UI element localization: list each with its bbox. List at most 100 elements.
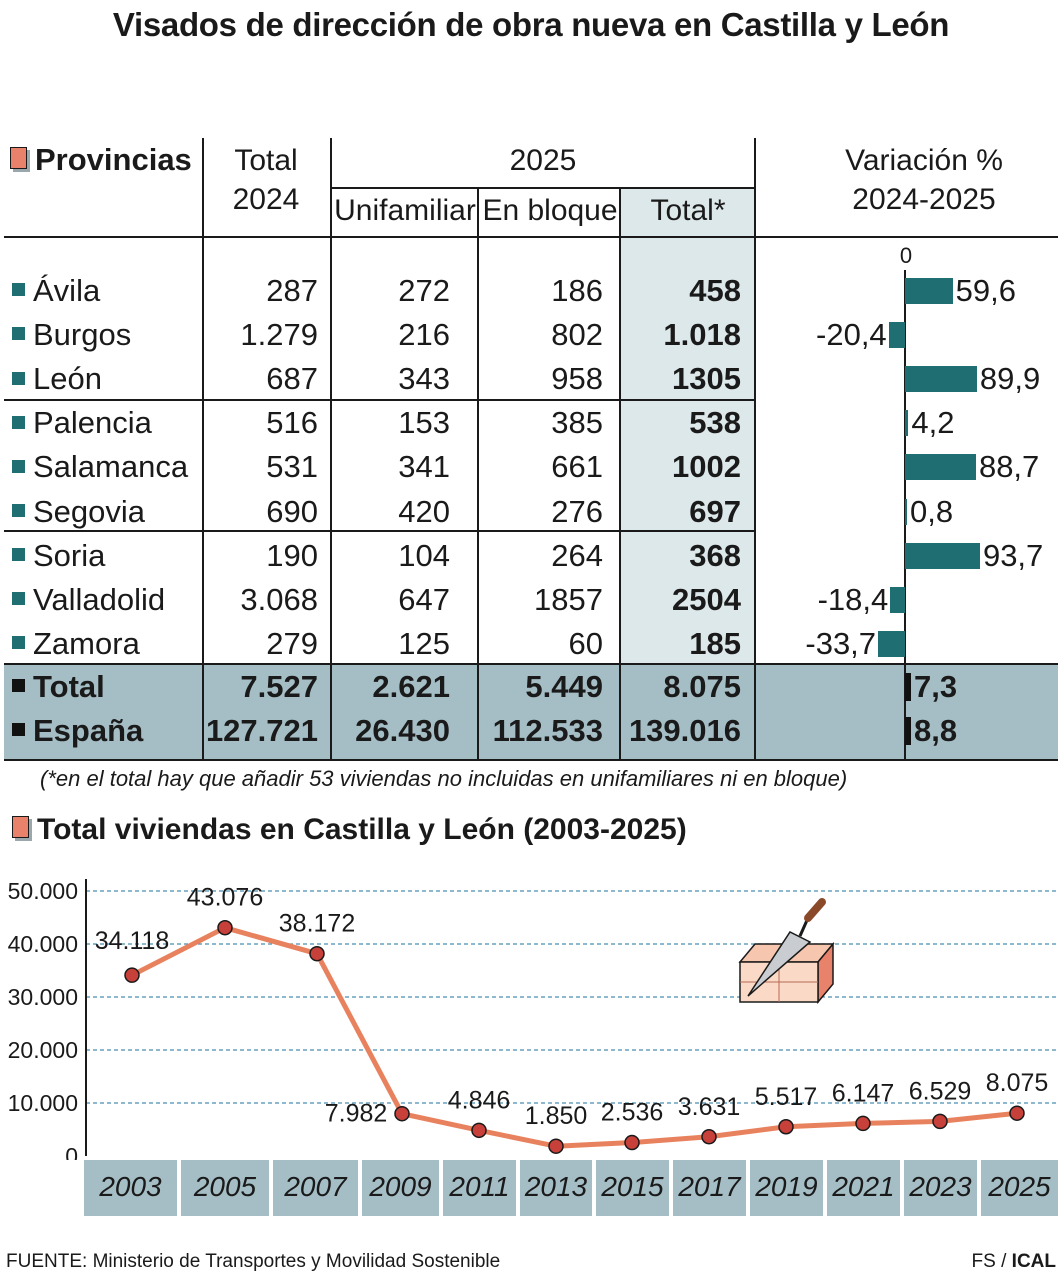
en-bloque-cell: 60 (568, 625, 603, 661)
province-label: Total (33, 669, 105, 704)
total-2024-cell: 516 (266, 405, 318, 441)
row-marker-icon (12, 459, 25, 473)
total-2025-cell: 139.016 (628, 713, 741, 748)
unifamiliar-cell: 343 (398, 361, 450, 397)
trowel-brick-icon (738, 898, 835, 1005)
variation-bar (905, 366, 977, 393)
data-point (471, 1122, 487, 1139)
province-name: Soria (12, 534, 105, 578)
en-bloque-cell: 1857 (534, 581, 603, 617)
total-2024-cell: 1.279 (240, 317, 318, 353)
en-bloque-cell: 802 (551, 317, 603, 353)
provinces-header: Provincias (10, 142, 192, 178)
data-point (309, 945, 325, 962)
province-label: Zamora (33, 625, 140, 661)
data-point (548, 1138, 564, 1154)
variation-label: 7,3 (914, 669, 958, 704)
unifamiliar-cell: 216 (398, 317, 450, 353)
x-tick-label: 2005 (181, 1160, 269, 1216)
x-tick-label: 2007 (273, 1160, 358, 1216)
x-tick-label: 2003 (84, 1160, 177, 1216)
row-marker-icon (12, 283, 25, 297)
data-point (624, 1134, 640, 1151)
data-label: 2.536 (601, 1099, 664, 1127)
x-tick-label: 2011 (443, 1160, 516, 1216)
province-label: Palencia (33, 405, 152, 441)
row-marker-icon (12, 415, 25, 429)
data-label: 1.850 (525, 1102, 588, 1130)
variation-bar (905, 542, 980, 569)
data-label: 5.517 (755, 1083, 818, 1111)
total-2024-header: Total 2024 (232, 144, 300, 216)
variation-bar (905, 498, 907, 525)
variation-label: 88,7 (978, 449, 1040, 485)
data-label: 7.982 (325, 1100, 388, 1128)
variation-label: -20,4 (816, 317, 887, 353)
data-label: 43.076 (187, 884, 263, 912)
variation-label: 93,7 (982, 537, 1044, 573)
total-2025-cell: 1002 (672, 449, 741, 485)
year-2025-header: 2025 (509, 144, 577, 177)
total-2025-cell: 458 (689, 273, 741, 308)
province-label: Valladolid (33, 581, 166, 617)
line-chart-title: Total viviendas en Castilla y León (2003… (12, 813, 687, 847)
province-label: Segovia (33, 493, 146, 529)
data-point (217, 919, 233, 936)
variation-bar (905, 454, 976, 481)
row-marker-icon (12, 592, 25, 605)
total-2024-cell: 190 (266, 537, 318, 573)
total-2025-cell: 368 (689, 537, 741, 573)
x-tick-label: 2013 (520, 1160, 592, 1216)
total-2025-cell: 8.075 (663, 669, 741, 704)
row-marker-icon (12, 371, 25, 385)
footer-credit: FS / ICAL (971, 1251, 1056, 1272)
data-point (124, 967, 140, 983)
variation-bar (878, 630, 905, 657)
en-bloque-cell: 5.449 (525, 669, 603, 704)
province-name: Ávila (12, 269, 100, 313)
total-2025-cell: 538 (689, 405, 741, 441)
unifamiliar-cell: 647 (398, 581, 450, 617)
province-name: Salamanca (12, 445, 188, 489)
variation-label: -33,7 (805, 625, 877, 661)
unifamiliar-cell: 341 (398, 449, 450, 485)
total-2024-cell: 690 (266, 493, 318, 529)
variation-bar (905, 410, 909, 437)
group-divider-2 (4, 530, 755, 532)
total-2024-cell: 7.527 (240, 669, 318, 704)
row-marker-icon (12, 327, 25, 341)
page-title: Visados de dirección de obra nueva en Ca… (112, 6, 950, 43)
total-2024-cell: 687 (266, 361, 318, 397)
variation-bar (888, 322, 905, 349)
total-2024-cell: 531 (266, 449, 318, 485)
variation-label: -18,4 (817, 581, 889, 617)
province-name: España (12, 709, 143, 753)
y-tick-label: 10.000 (8, 1090, 78, 1116)
variation-bar (890, 586, 905, 613)
variation-label: 8,8 (914, 713, 958, 748)
unifamiliar-cell: 26.430 (355, 713, 450, 748)
series-line (130, 925, 1018, 1149)
en-bloque-cell: 112.533 (492, 713, 603, 748)
total-2024-cell: 3.068 (240, 581, 318, 617)
en-bloque-cell: 264 (551, 537, 603, 573)
variation-bar (905, 278, 953, 304)
x-tick-label: 2023 (904, 1160, 977, 1216)
unifamiliar-cell: 420 (398, 493, 450, 529)
unifamiliar-cell: 153 (398, 405, 450, 441)
en-bloque-cell: 958 (551, 361, 603, 397)
totals-top-line (4, 663, 1058, 665)
row-marker-icon (12, 723, 25, 737)
total-column-shade (621, 188, 755, 664)
total-2024-cell: 287 (266, 273, 318, 308)
unifamiliar-cell: 125 (398, 625, 450, 661)
variation-zero-label: 0 (899, 243, 913, 268)
variation-header: Variación % 2024-2025 (845, 144, 1003, 216)
data-label: 6.147 (832, 1079, 895, 1107)
total-2025-cell: 697 (689, 493, 741, 529)
province-name: Valladolid (12, 578, 165, 622)
province-name: Palencia (12, 401, 152, 445)
totals-row-shade (4, 664, 1058, 760)
total-2025-header: Total* (650, 194, 726, 227)
col-divider-2 (330, 138, 332, 760)
